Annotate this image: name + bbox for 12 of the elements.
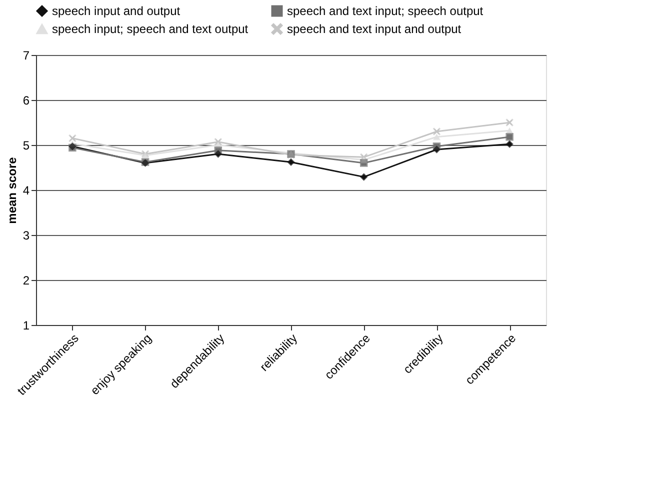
y-tick-label: 4: [22, 184, 30, 198]
legend-label: speech and text input; speech output: [287, 4, 484, 18]
y-tick-label: 2: [22, 274, 30, 288]
y-tick-label: 3: [22, 228, 30, 242]
y-tick-label: 5: [22, 138, 30, 152]
legend-label: speech input and output: [52, 4, 181, 18]
legend-label: speech input; speech and text output: [52, 22, 249, 36]
y-tick-label: 6: [22, 94, 30, 108]
y-tick-label: 7: [22, 48, 30, 62]
y-tick-label: 1: [22, 318, 30, 332]
legend-label: speech and text input and output: [287, 22, 462, 36]
y-axis-title: mean score: [4, 156, 19, 224]
